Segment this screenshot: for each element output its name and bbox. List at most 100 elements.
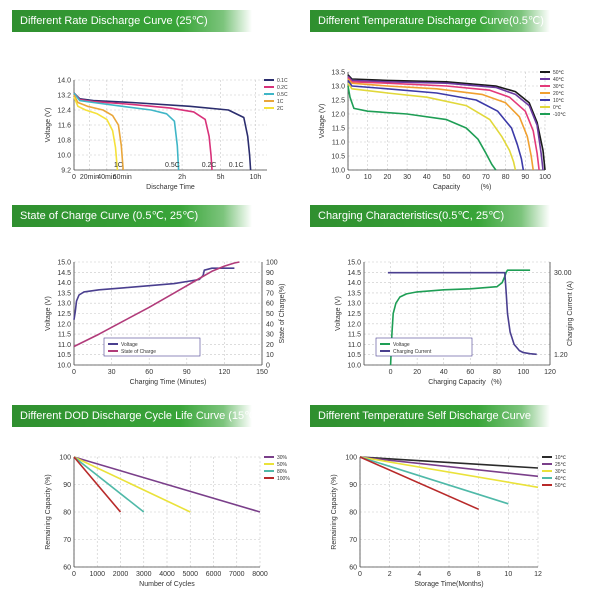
y-tick-label: 15.0: [57, 260, 71, 267]
x-tick-label: 8000: [252, 571, 268, 578]
y-tick-label: 15.0: [347, 260, 361, 267]
legend-label: 30℃: [555, 469, 567, 475]
x-tick-label: 40: [440, 369, 448, 376]
legend-label: 50%: [277, 462, 288, 468]
y2-tick-label: 50: [266, 311, 274, 318]
series-line-3: [73, 456, 122, 513]
legend-label: -10℃: [553, 112, 566, 118]
series-line-0: [347, 74, 546, 171]
legend-label: 20℃: [553, 91, 565, 97]
y-tick-label: 14.0: [57, 280, 71, 287]
x-tick-label: 20: [413, 369, 421, 376]
y2-tick-label: 70: [266, 290, 274, 297]
y2-tick-label: 0: [266, 363, 270, 370]
legend-label: 40℃: [553, 77, 565, 83]
x-tick-label: 5h: [217, 174, 225, 181]
x-axis-label: Charging Time (Minutes): [130, 379, 207, 386]
y-tick-label: 60: [349, 565, 357, 572]
x-tick-label: 10: [364, 174, 372, 181]
y-tick-label: 12.0: [331, 112, 345, 119]
y-tick-label: 14.5: [57, 270, 71, 277]
y-tick-label: 11.5: [348, 332, 361, 339]
legend-label: 0.2C: [277, 85, 288, 91]
y2-tick-label: 60: [266, 301, 274, 308]
self-discharge-chart: 100 90 80 70 600 2 4 6 8 10 12 Storage Time(Months)…: [331, 455, 567, 589]
y-tick-label: 13.5: [347, 290, 361, 297]
x-tick-label: 40min: [97, 174, 116, 181]
x-tick-label: 30: [403, 174, 411, 181]
y-tick-label: 13.2: [57, 93, 71, 100]
y-tick-label: 60: [63, 565, 71, 572]
y-axis-label: Remaining Capacity (%): [45, 474, 52, 549]
y2-tick-label: 20: [266, 342, 274, 349]
x-tick-label: 0: [358, 571, 362, 578]
x-tick-label: 100: [539, 174, 551, 181]
temperature-discharge-chart: 13.5 13.0 12.5 12.0 11.5 11.0 10.5 10.00 10 20 30 4…: [319, 70, 566, 192]
charging-characteristics-title: Charging Characteristics(0.5℃, 25℃): [310, 205, 550, 227]
legend-label: 2C: [277, 106, 284, 112]
y-tick-label: 70: [349, 537, 357, 544]
y-tick-label: 10.0: [347, 363, 361, 370]
temperature-discharge-title: Different Temperature Discharge Curve(0.…: [310, 10, 550, 32]
x-tick-label: 60: [466, 369, 474, 376]
y2-tick-label: 40: [266, 321, 274, 328]
y-tick-label: 10.5: [57, 352, 71, 359]
legend-label: 40℃: [555, 476, 567, 482]
y-axis-label: Remaining Capacity (%): [331, 474, 338, 549]
y-tick-label: 11.0: [58, 342, 71, 349]
x-axis-label: Discharge Time: [146, 184, 195, 191]
legend: 10℃25℃30℃40℃50℃: [542, 455, 567, 489]
x-tick-label: 60min: [113, 174, 132, 181]
y2-tick-label: 30: [266, 332, 274, 339]
x-tick-label: 120: [544, 369, 556, 376]
dod-cycle-life-title: Different DOD Discharge Cycle Life Curve…: [12, 405, 252, 427]
x-axis-label: Charging Capacity: [428, 379, 486, 386]
x-tick-label: 80: [493, 369, 501, 376]
legend-box: [375, 337, 473, 357]
curve-annotation: 0.5C: [165, 162, 180, 169]
y-tick-label: 13.0: [57, 301, 71, 308]
x-tick-label: 0: [72, 571, 76, 578]
y-axis-label: Voltage (V): [319, 104, 326, 139]
y-tick-label: 11.5: [332, 126, 345, 133]
x-tick-label: 5000: [182, 571, 198, 578]
y-axis-label: Voltage (V): [45, 296, 52, 331]
y-tick-label: 100: [345, 455, 357, 462]
rate-discharge-title: Different Rate Discharge Curve (25℃): [12, 10, 252, 32]
x-tick-label: 1000: [89, 571, 105, 578]
x-tick-label: 7000: [229, 571, 245, 578]
series-line-0: [73, 267, 235, 320]
y-tick-label: 12.4: [57, 108, 71, 115]
y-tick-label: 11.0: [348, 342, 361, 349]
legend-label: 100%: [277, 476, 290, 482]
legend-label: 0℃: [553, 105, 562, 111]
x-tick-label: 12: [534, 571, 542, 578]
y-tick-label: 12.5: [347, 311, 361, 318]
y-tick-label: 70: [63, 537, 71, 544]
y2-tick-label: 10: [266, 352, 274, 359]
x-axis-label: Number of Cycles: [139, 581, 195, 588]
x-tick-label: 90: [183, 369, 191, 376]
y-tick-label: 11.0: [332, 140, 345, 147]
y2-axis-label: State of Charge(%): [279, 284, 286, 344]
series-line-1: [73, 456, 191, 513]
x-tick-label: 20min: [80, 174, 99, 181]
y-tick-label: 90: [63, 482, 71, 489]
x-tick-label: 2000: [113, 571, 129, 578]
y-tick-label: 10.8: [57, 138, 71, 145]
legend-label: Charging Current: [393, 349, 432, 355]
state-of-charge-chart: 15.0 14.5 14.0 13.5 13.0 12.5 12.0 11.5 11.0 10.5…: [45, 260, 286, 387]
x-tick-label: 150: [256, 369, 268, 376]
curve-annotation: 0.1C: [229, 162, 244, 169]
x-tick-label: 100: [518, 369, 530, 376]
y-tick-label: 12.0: [347, 321, 361, 328]
dod-cycle-life-chart: 100 90 80 70 600 1000 2000 3000 4000 5000 6000 7000…: [45, 455, 290, 589]
x-tick-label: 2h: [178, 174, 186, 181]
x-tick-label: 0: [72, 369, 76, 376]
y2-tick-label: 1.20: [554, 352, 568, 359]
legend-label: 80%: [277, 469, 288, 475]
legend: 50℃40℃30℃20℃10℃0℃-10℃: [540, 70, 566, 118]
legend-label: 50℃: [553, 70, 565, 76]
x-tick-label: 10: [504, 571, 512, 578]
series-line-0: [359, 456, 539, 469]
